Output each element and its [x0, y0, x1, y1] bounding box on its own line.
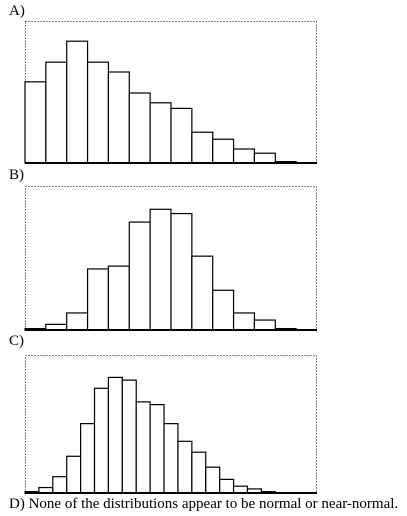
label-a: A) [9, 3, 25, 19]
label-b: B) [9, 167, 24, 183]
bar-a-7 [149, 102, 172, 164]
bar-a-9 [191, 131, 214, 164]
bar-c-14 [205, 466, 221, 494]
bar-a-5 [107, 71, 130, 164]
bar-a-2 [45, 61, 68, 164]
bar-a-6 [128, 92, 151, 164]
bar-b-10 [212, 289, 235, 331]
bar-b-6 [128, 221, 151, 331]
bar-a-8 [170, 107, 193, 164]
bar-c-16 [232, 485, 249, 494]
bar-b-12 [253, 319, 276, 331]
bar-a-3 [66, 40, 89, 164]
bar-b-9 [191, 255, 214, 331]
bar-a-10 [212, 138, 235, 164]
bar-b-3 [66, 312, 89, 331]
label-c: C) [9, 333, 24, 349]
bar-c-10 [149, 403, 165, 494]
bar-a-12 [253, 152, 276, 164]
bar-b-5 [107, 265, 130, 331]
bar-c-5 [80, 423, 96, 494]
bar-b-11 [232, 312, 256, 331]
answer-d: D) None of the distributions appear to b… [9, 496, 399, 512]
bar-c-3 [52, 476, 68, 494]
bar-c-8 [121, 379, 137, 494]
bar-c-6 [93, 387, 110, 494]
bar-c-9 [135, 401, 151, 494]
bar-c-4 [66, 455, 82, 494]
bar-a-1 [24, 81, 47, 164]
bar-c-15 [219, 478, 235, 494]
bar-b-4 [86, 268, 110, 331]
bar-a-4 [86, 61, 110, 164]
bar-b-7 [149, 208, 172, 331]
bar-c-11 [163, 423, 179, 494]
histogram-c [24, 355, 317, 494]
bar-a-11 [232, 148, 256, 164]
plot-frame-b [25, 186, 317, 331]
histogram-b [24, 186, 317, 331]
bar-c-7 [107, 376, 123, 494]
bar-c-13 [191, 451, 207, 494]
plot-frame-c [25, 355, 317, 494]
bar-c-12 [177, 440, 193, 494]
histogram-a [24, 21, 317, 164]
bar-b-8 [170, 212, 193, 331]
